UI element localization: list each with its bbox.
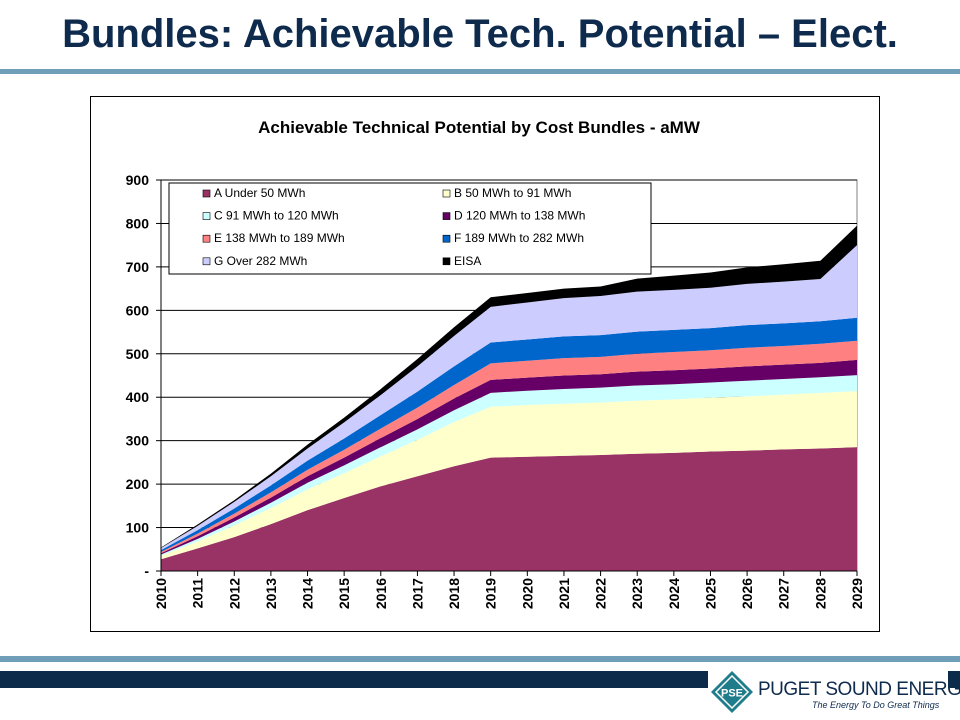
x-tick-label: 2024 [666,578,682,609]
x-tick-label: 2029 [849,578,865,609]
legend-entry-2: C 91 MWh to 120 MWh [214,209,339,223]
legend-swatch-0 [202,189,211,198]
legend-box [168,182,652,275]
y-tick-label: 800 [126,215,150,231]
legend-entry-7: EISA [454,254,481,268]
title-divider [0,69,960,74]
logo-mark: PSE [721,688,743,700]
series-area-5 [161,317,857,552]
footer-light-band [0,656,960,662]
x-tick-label: 2027 [776,578,792,609]
legend-swatch-2 [202,212,211,220]
y-tick-label: - [144,563,149,579]
x-tick-label: 2017 [409,578,425,609]
legend-swatch-5 [442,234,451,243]
x-tick-label: 2013 [263,578,279,609]
x-tick-label: 2014 [300,578,316,609]
series-area-0 [161,447,857,571]
x-tick-label: 2025 [702,578,718,609]
x-tick-label: 2010 [153,578,169,609]
legend-entry-6: G Over 282 MWh [214,254,307,268]
y-tick-label: 600 [126,302,150,318]
stacked-area-chart: Achievable Technical Potential by Cost B… [126,118,865,609]
x-tick-label: 2022 [593,578,609,609]
x-tick-label: 2016 [373,578,389,609]
chart-frame: Achievable Technical Potential by Cost B… [90,96,880,632]
pse-diamond-icon: PSE [711,671,753,713]
y-tick-label: 500 [126,346,150,362]
series-area-1 [161,391,857,560]
legend-entry-3: D 120 MWh to 138 MWh [454,209,585,223]
legend-swatch-3 [442,212,451,220]
x-tick-label: 2023 [629,578,645,609]
legend-entry-1: B 50 MWh to 91 MWh [454,186,571,200]
series-area-2 [161,375,857,556]
logo-tagline: The Energy To Do Great Things [812,700,940,710]
series-area-4 [161,340,857,554]
y-tick-label: 700 [126,259,150,275]
company-logo: PSE PUGET SOUND ENERGY The Energy To Do … [708,668,960,716]
legend-swatch-7 [442,257,451,266]
legend-swatch-6 [202,257,211,266]
legend-entry-5: F 189 MWh to 282 MWh [454,231,584,245]
x-tick-label: 2021 [556,578,572,609]
chart-title: Achievable Technical Potential by Cost B… [258,118,701,137]
series-area-6 [161,245,857,551]
y-tick-label: 200 [126,476,150,492]
x-tick-label: 2019 [483,578,499,609]
legend-entry-0: A Under 50 MWh [214,186,305,200]
x-tick-label: 2015 [336,578,352,609]
y-tick-label: 100 [126,520,150,536]
x-tick-label: 2028 [812,578,828,609]
legend-swatch-1 [442,189,451,198]
x-tick-label: 2018 [446,578,462,609]
x-tick-label: 2020 [519,578,535,609]
y-tick-label: 400 [126,389,150,405]
x-tick-label: 2011 [190,578,206,609]
slide-title: Bundles: Achievable Tech. Potential – El… [62,12,898,56]
x-tick-label: 2012 [226,578,242,609]
y-tick-label: 900 [126,172,150,188]
legend-swatch-4 [202,234,211,243]
y-tick-label: 300 [126,433,150,449]
legend-entry-4: E 138 MWh to 189 MWh [214,231,345,245]
x-tick-label: 2026 [739,578,755,609]
chart-legend: A Under 50 MWh B 50 MWh to 91 MWh C 91 MWh… [168,182,652,275]
logo-name: PUGET SOUND ENERGY [758,679,960,700]
